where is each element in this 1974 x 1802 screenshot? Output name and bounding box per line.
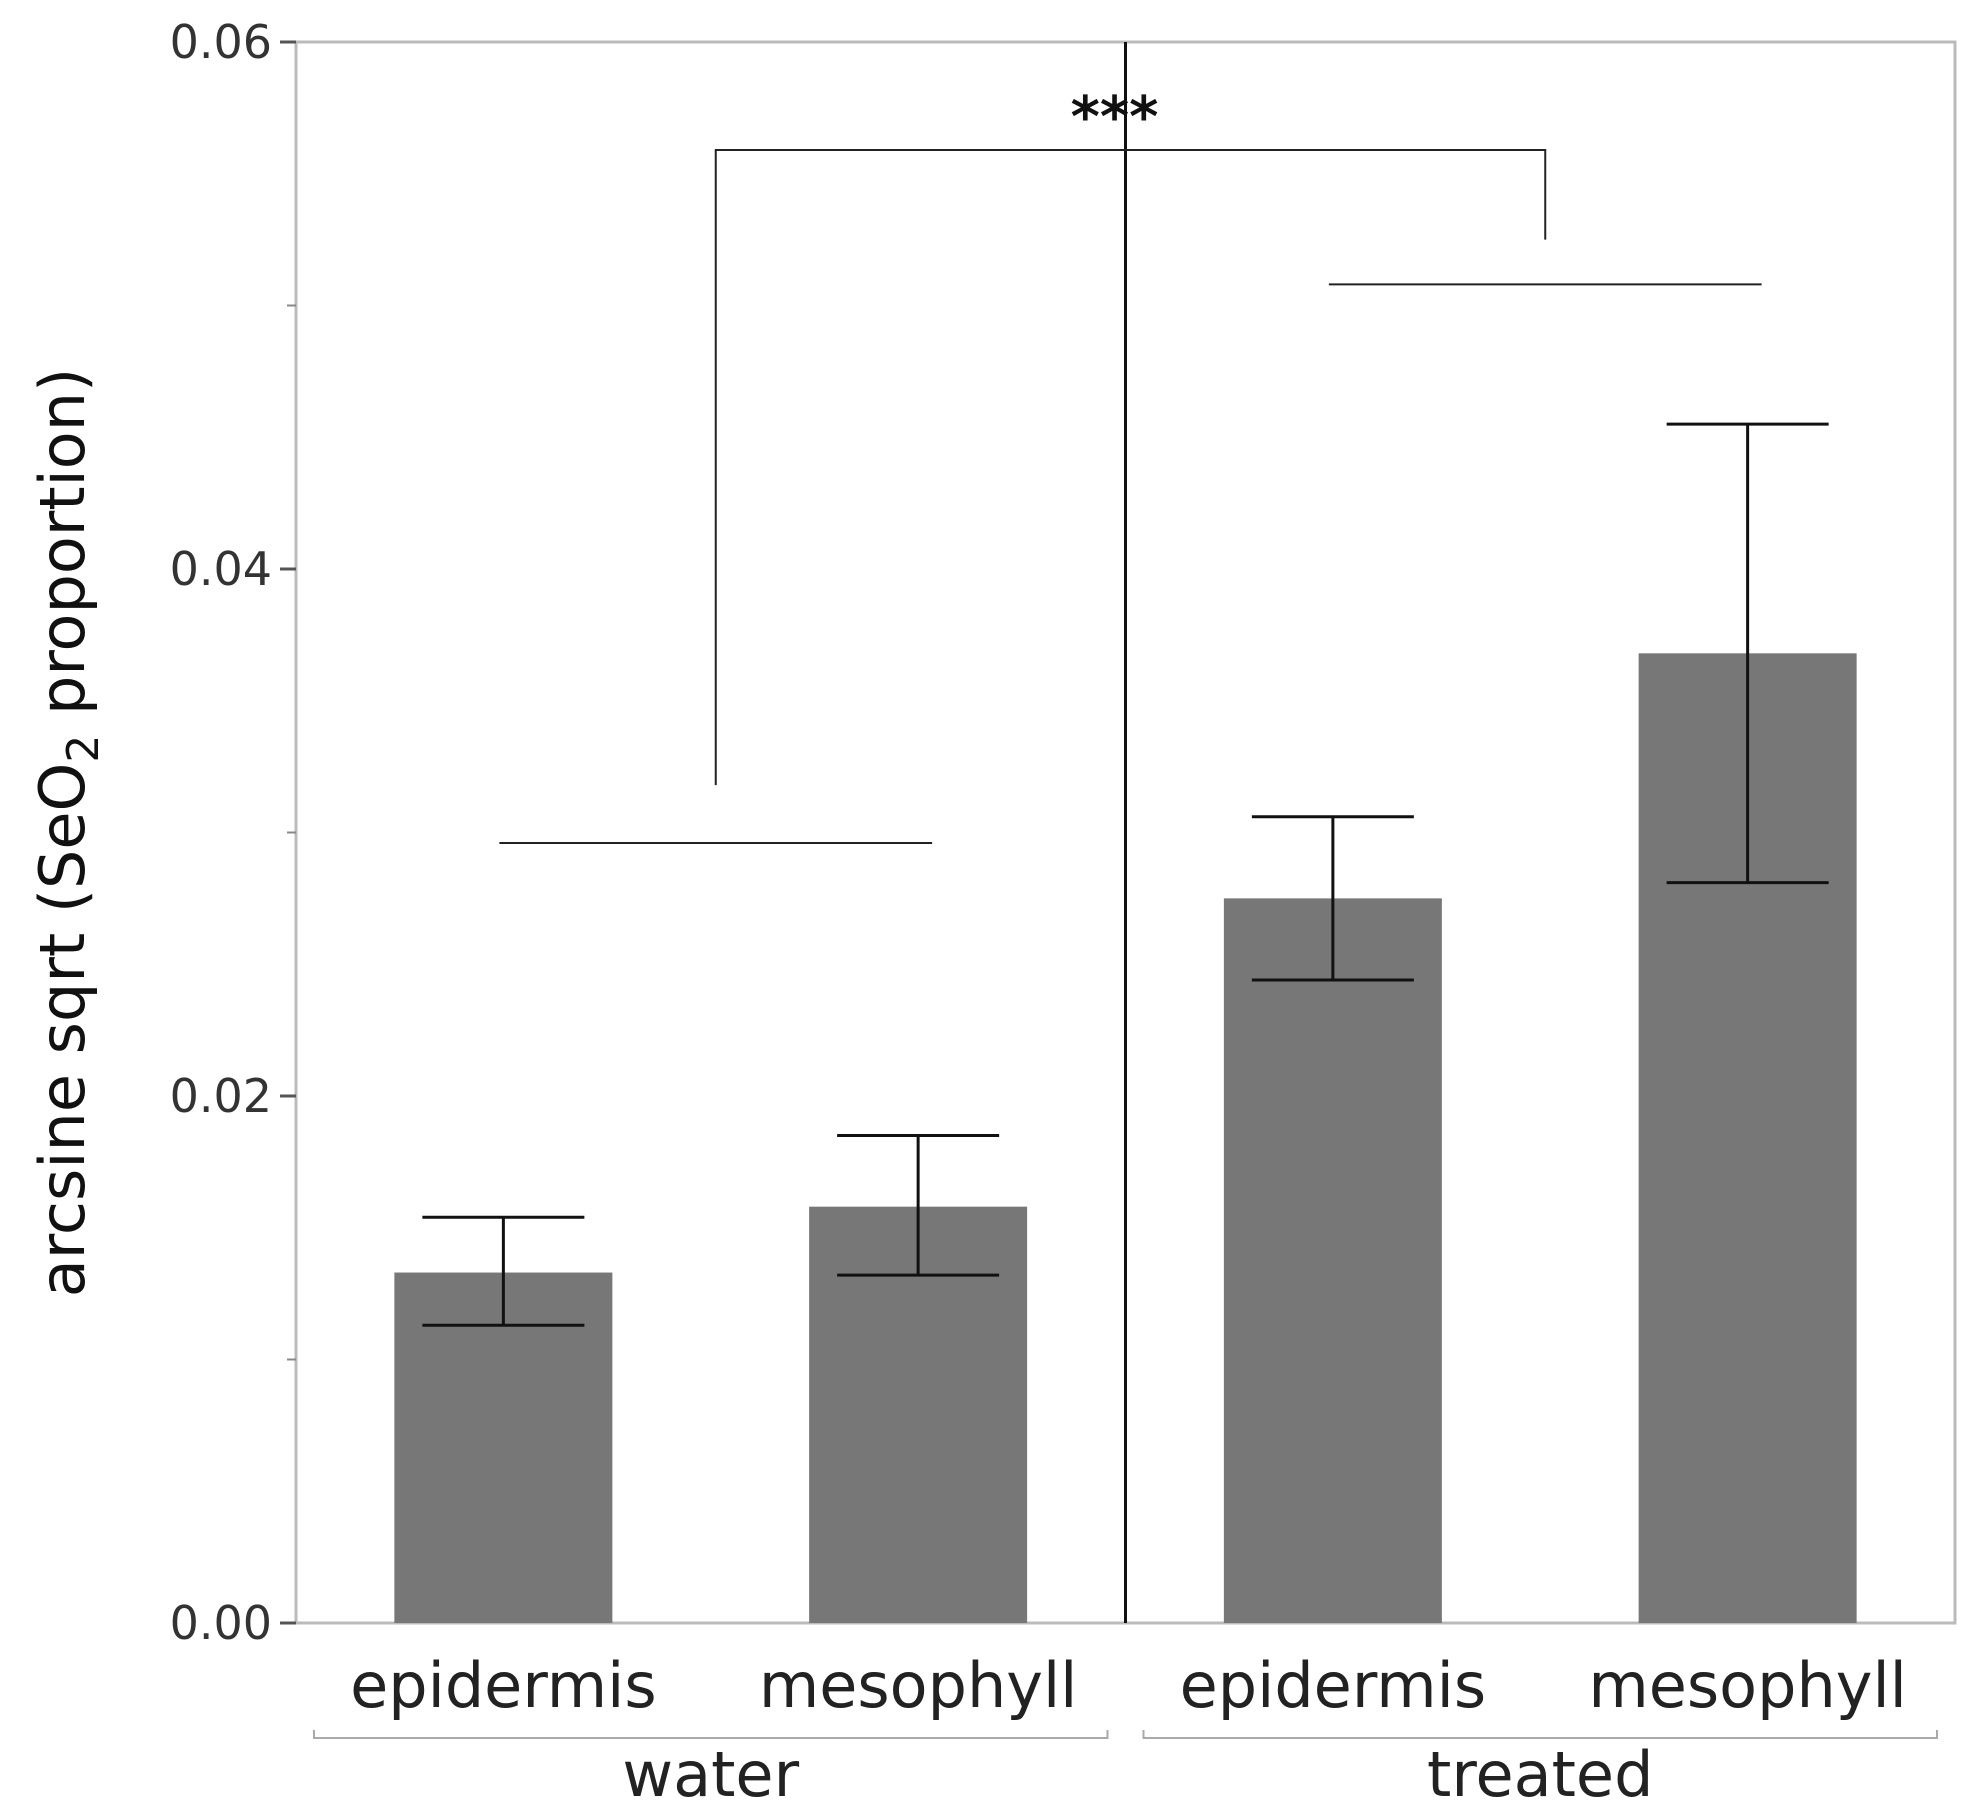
labels-layer: 0.00 0.02 0.04 0.06 arcsine sqrt (SeO2 propo… — [26, 15, 1907, 1802]
group-bracket-water — [313, 1730, 1109, 1739]
significance-layer: *** — [499, 85, 1762, 845]
y-axis-title-subscript: 2 — [58, 735, 109, 763]
significance-bracket — [714, 149, 1547, 786]
y-axis-title-main: arcsine sqrt (SeO — [26, 763, 99, 1298]
category-label: epidermis — [350, 1649, 657, 1722]
bar-treated-epidermis — [1223, 898, 1442, 1623]
bar-water-epidermis — [394, 1272, 613, 1623]
group-label-water: water — [622, 1738, 799, 1802]
y-axis-title: arcsine sqrt (SeO2 proportion) — [26, 368, 109, 1297]
plot-frame-layer — [280, 40, 1957, 1739]
group-bracket-treated — [1142, 1730, 1938, 1739]
y-tick-label: 0.06 — [170, 15, 272, 69]
y-tick-label: 0.04 — [170, 542, 272, 596]
y-tick-label: 0.02 — [170, 1069, 272, 1123]
category-label: epidermis — [1180, 1649, 1487, 1722]
category-label: mesophyll — [1588, 1649, 1907, 1722]
category-label: mesophyll — [759, 1649, 1078, 1722]
y-tick-label: 0.00 — [170, 1596, 272, 1650]
group-label-treated: treated — [1427, 1738, 1653, 1802]
significance-label: *** — [1071, 85, 1159, 150]
error-bars-layer — [422, 422, 1829, 1327]
y-axis-title-suffix: proportion) — [26, 368, 99, 735]
